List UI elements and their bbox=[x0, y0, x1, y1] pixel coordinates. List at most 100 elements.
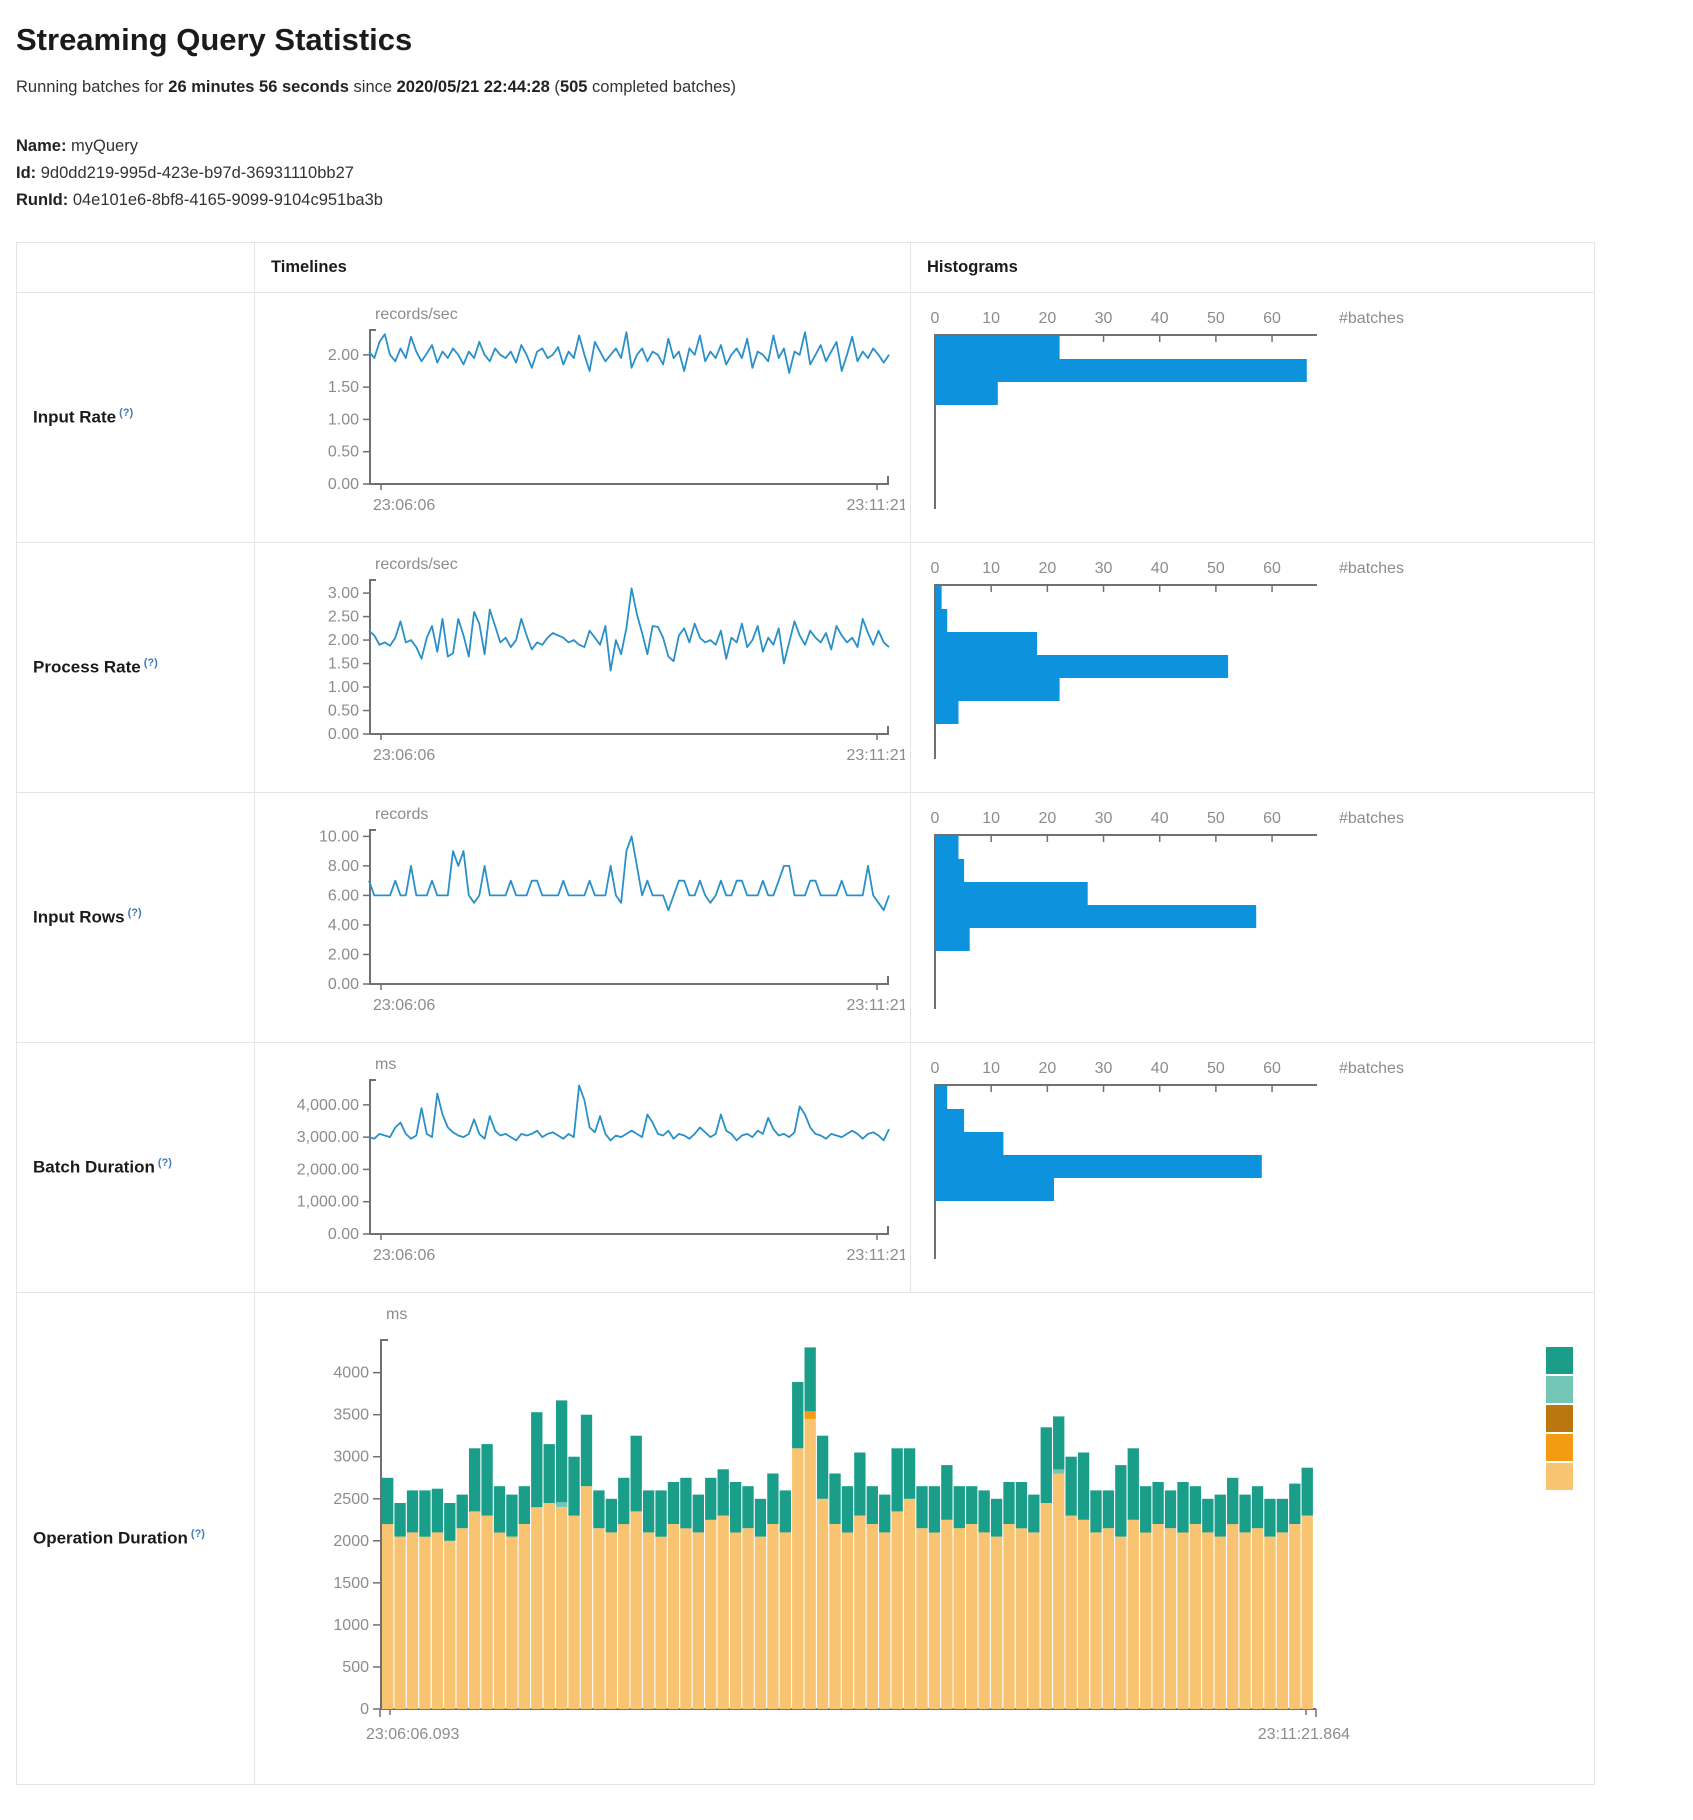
input-rate-histogram-chart: 0 10 20 30 40 50 60 #batches bbox=[921, 303, 1594, 536]
statistics-table: Timelines Histograms Input Rate (?) recor… bbox=[16, 242, 1595, 1785]
input-rows-help-icon[interactable]: (?) bbox=[127, 907, 142, 920]
svg-text:#batches: #batches bbox=[1339, 810, 1404, 827]
svg-text:1,000.00: 1,000.00 bbox=[297, 1194, 359, 1211]
svg-text:#batches: #batches bbox=[1339, 560, 1404, 577]
svg-text:50: 50 bbox=[1207, 810, 1225, 827]
query-id-value: 9d0dd219-995d-423e-b97d-36931110bb27 bbox=[36, 164, 354, 182]
svg-text:0.50: 0.50 bbox=[328, 444, 359, 461]
process-rate-timeline-chart: records/sec 0.00 0.50 1.00 1.50 2.00 2.50 3.00 2… bbox=[265, 553, 910, 786]
svg-text:500: 500 bbox=[342, 1659, 369, 1676]
process-rate-help-icon[interactable]: (?) bbox=[143, 657, 158, 670]
svg-text:23:11:21.864: 23:11:21.864 bbox=[1258, 1726, 1350, 1743]
svg-text:50: 50 bbox=[1207, 560, 1225, 577]
svg-text:0.50: 0.50 bbox=[328, 703, 359, 720]
svg-text:0: 0 bbox=[931, 310, 940, 327]
svg-text:records/sec: records/sec bbox=[375, 556, 458, 573]
svg-text:0.00: 0.00 bbox=[328, 976, 359, 993]
start-timestamp: 2020/05/21 22:44:28 bbox=[396, 78, 550, 96]
process-rate-label: Process Rate bbox=[33, 657, 141, 677]
table-header-row: Timelines Histograms bbox=[16, 242, 1595, 293]
svg-text:23:11:21: 23:11:21 bbox=[846, 1247, 905, 1264]
svg-text:20: 20 bbox=[1038, 310, 1056, 327]
svg-text:6.00: 6.00 bbox=[328, 887, 359, 904]
batch-duration-label: Batch Duration bbox=[33, 1157, 155, 1177]
operation-duration-legend-swatch bbox=[1546, 1434, 1573, 1461]
svg-text:30: 30 bbox=[1095, 560, 1113, 577]
svg-text:2.50: 2.50 bbox=[328, 609, 359, 626]
svg-text:#batches: #batches bbox=[1339, 1060, 1404, 1077]
svg-text:1500: 1500 bbox=[333, 1575, 369, 1592]
svg-text:ms: ms bbox=[386, 1306, 407, 1323]
svg-text:50: 50 bbox=[1207, 310, 1225, 327]
operation-duration-legend-swatch bbox=[1546, 1405, 1573, 1432]
input-rate-row: Input Rate (?) records/sec 0.00 0.50 1.00 1.5… bbox=[16, 292, 1595, 543]
operation-duration-stacked-chart: ms 0 500 1000 1500 2000 2500 3000 3500 4000 23:06:… bbox=[265, 1303, 1594, 1778]
batch-duration-histogram-chart: 0 10 20 30 40 50 60 #batches bbox=[921, 1053, 1594, 1286]
summary-suffix: completed batches) bbox=[587, 78, 737, 96]
input-rows-label-cell: Input Rows (?) bbox=[16, 792, 255, 1043]
summary-since: since bbox=[348, 78, 397, 96]
svg-text:#batches: #batches bbox=[1339, 310, 1404, 327]
input-rate-label: Input Rate bbox=[33, 407, 117, 427]
svg-text:60: 60 bbox=[1263, 310, 1281, 327]
svg-text:23:06:06: 23:06:06 bbox=[373, 997, 435, 1014]
svg-text:0.00: 0.00 bbox=[328, 726, 359, 743]
svg-text:40: 40 bbox=[1151, 310, 1169, 327]
svg-text:0: 0 bbox=[931, 810, 940, 827]
svg-text:60: 60 bbox=[1263, 810, 1281, 827]
svg-text:3500: 3500 bbox=[333, 1407, 369, 1424]
histograms-column-header: Histograms bbox=[910, 242, 1595, 293]
input-rows-histogram-chart: 0 10 20 30 40 50 60 #batches bbox=[921, 803, 1594, 1036]
operation-duration-help-icon[interactable]: (?) bbox=[190, 1528, 205, 1541]
svg-text:1.50: 1.50 bbox=[328, 656, 359, 673]
svg-text:4.00: 4.00 bbox=[328, 917, 359, 934]
batch-duration-help-icon[interactable]: (?) bbox=[157, 1157, 172, 1170]
page-title: Streaming Query Statistics bbox=[16, 22, 413, 57]
operation-duration-legend-swatch bbox=[1546, 1463, 1573, 1490]
input-rate-help-icon[interactable]: (?) bbox=[119, 407, 134, 420]
query-id-label: Id: bbox=[16, 164, 37, 182]
query-runid-value: 04e101e6-8bf8-4165-9099-9104c951ba3b bbox=[68, 191, 383, 209]
svg-text:3,000.00: 3,000.00 bbox=[297, 1129, 359, 1146]
svg-text:20: 20 bbox=[1038, 560, 1056, 577]
operation-duration-legend-swatch bbox=[1546, 1347, 1573, 1374]
svg-text:0.00: 0.00 bbox=[328, 1226, 359, 1243]
svg-text:4000: 4000 bbox=[333, 1365, 369, 1382]
completed-batches-count: 505 bbox=[559, 78, 588, 96]
process-rate-row: Process Rate (?) records/sec 0.00 0.50 1.00 1… bbox=[16, 542, 1595, 793]
timelines-column-header: Timelines bbox=[254, 242, 911, 293]
svg-text:60: 60 bbox=[1263, 1060, 1281, 1077]
operation-duration-label-cell: Operation Duration (?) bbox=[16, 1292, 255, 1785]
operation-duration-legend-swatch bbox=[1546, 1376, 1573, 1403]
batch-duration-label-cell: Batch Duration (?) bbox=[16, 1042, 255, 1293]
svg-text:30: 30 bbox=[1095, 1060, 1113, 1077]
input-rate-timeline-chart: records/sec 0.00 0.50 1.00 1.50 2.00 23:06:06 2… bbox=[265, 303, 910, 536]
corner-header-cell bbox=[16, 242, 255, 293]
svg-text:50: 50 bbox=[1207, 1060, 1225, 1077]
svg-text:1.00: 1.00 bbox=[328, 679, 359, 696]
operation-duration-label: Operation Duration bbox=[33, 1528, 188, 1548]
svg-text:20: 20 bbox=[1038, 1060, 1056, 1077]
svg-text:2500: 2500 bbox=[333, 1491, 369, 1508]
svg-text:3000: 3000 bbox=[333, 1449, 369, 1466]
operation-duration-row: Operation Duration (?) ms 0 500 1000 1500 2000… bbox=[16, 1292, 1595, 1785]
input-rows-timeline-chart: records 0.00 2.00 4.00 6.00 8.00 10.00 23:06:06… bbox=[265, 803, 910, 1036]
input-rows-row: Input Rows (?) records 0.00 2.00 4.00 6.00 8.0… bbox=[16, 792, 1595, 1043]
svg-text:40: 40 bbox=[1151, 560, 1169, 577]
svg-text:10: 10 bbox=[982, 310, 1000, 327]
svg-text:10: 10 bbox=[982, 560, 1000, 577]
query-id-line: Id: 9d0dd219-995d-423e-b97d-36931110bb27 bbox=[16, 160, 1677, 187]
svg-text:2.00: 2.00 bbox=[328, 632, 359, 649]
svg-text:60: 60 bbox=[1263, 560, 1281, 577]
svg-text:0: 0 bbox=[360, 1701, 369, 1718]
svg-text:2,000.00: 2,000.00 bbox=[297, 1161, 359, 1178]
svg-text:records/sec: records/sec bbox=[375, 306, 458, 323]
svg-text:23:06:06: 23:06:06 bbox=[373, 747, 435, 764]
svg-text:10: 10 bbox=[982, 810, 1000, 827]
svg-text:20: 20 bbox=[1038, 810, 1056, 827]
svg-text:23:06:06: 23:06:06 bbox=[373, 1247, 435, 1264]
svg-text:23:11:21: 23:11:21 bbox=[846, 497, 905, 514]
svg-text:30: 30 bbox=[1095, 810, 1113, 827]
batch-duration-timeline-chart: ms 0.00 1,000.00 2,000.00 3,000.00 4,000.00 23… bbox=[265, 1053, 910, 1286]
svg-text:10.00: 10.00 bbox=[319, 828, 359, 845]
